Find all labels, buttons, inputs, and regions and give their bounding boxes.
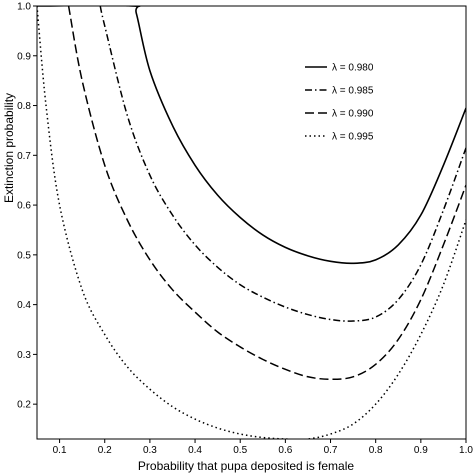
x-tick-label: 0.1 [53, 445, 67, 456]
series-line-1 [99, 6, 466, 322]
series-line-2 [67, 6, 466, 381]
x-axis: 0.1 0.2 0.3 0.4 0.5 0.6 0.7 0.8 0.9 1.0 [53, 439, 473, 456]
y-tick-label: 0.2 [17, 400, 31, 411]
x-tick-label: 0.3 [143, 445, 157, 456]
y-axis: 0.2 0.3 0.4 0.5 0.6 0.7 0.8 0.9 1.0 [17, 2, 37, 411]
x-tick-label: 0.8 [369, 445, 383, 456]
x-tick-label: 0.2 [98, 445, 112, 456]
legend: λ = 0.980 λ = 0.985 λ = 0.990 λ = 0.995 [305, 63, 374, 143]
y-tick-label: 0.6 [17, 201, 31, 212]
y-tick-label: 1.0 [17, 2, 31, 13]
x-tick-label: 0.6 [278, 445, 292, 456]
series-line-3 [37, 6, 466, 439]
x-tick-label: 1.0 [459, 445, 473, 456]
series-lines [37, 6, 466, 439]
y-tick-label: 0.7 [17, 151, 31, 162]
y-tick-label: 0.5 [17, 250, 31, 261]
series-line-0 [37, 6, 466, 265]
plot-border [36, 5, 467, 440]
y-tick-label: 0.9 [17, 51, 31, 62]
legend-label-2: λ = 0.990 [332, 109, 374, 120]
legend-label-0: λ = 0.980 [332, 63, 374, 74]
x-axis-title: Probability that pupa deposited is femal… [138, 459, 354, 473]
x-tick-label: 0.7 [324, 445, 338, 456]
x-tick-label: 0.4 [188, 445, 202, 456]
y-tick-label: 0.3 [17, 350, 31, 361]
x-tick-label: 0.9 [414, 445, 428, 456]
legend-label-1: λ = 0.985 [332, 86, 374, 97]
y-axis-title: Extinction probability [2, 93, 16, 203]
y-tick-label: 0.4 [17, 300, 31, 311]
plot-frame [36, 5, 467, 440]
x-tick-label: 0.5 [233, 445, 247, 456]
legend-label-3: λ = 0.995 [332, 132, 374, 143]
y-tick-label: 0.8 [17, 101, 31, 112]
